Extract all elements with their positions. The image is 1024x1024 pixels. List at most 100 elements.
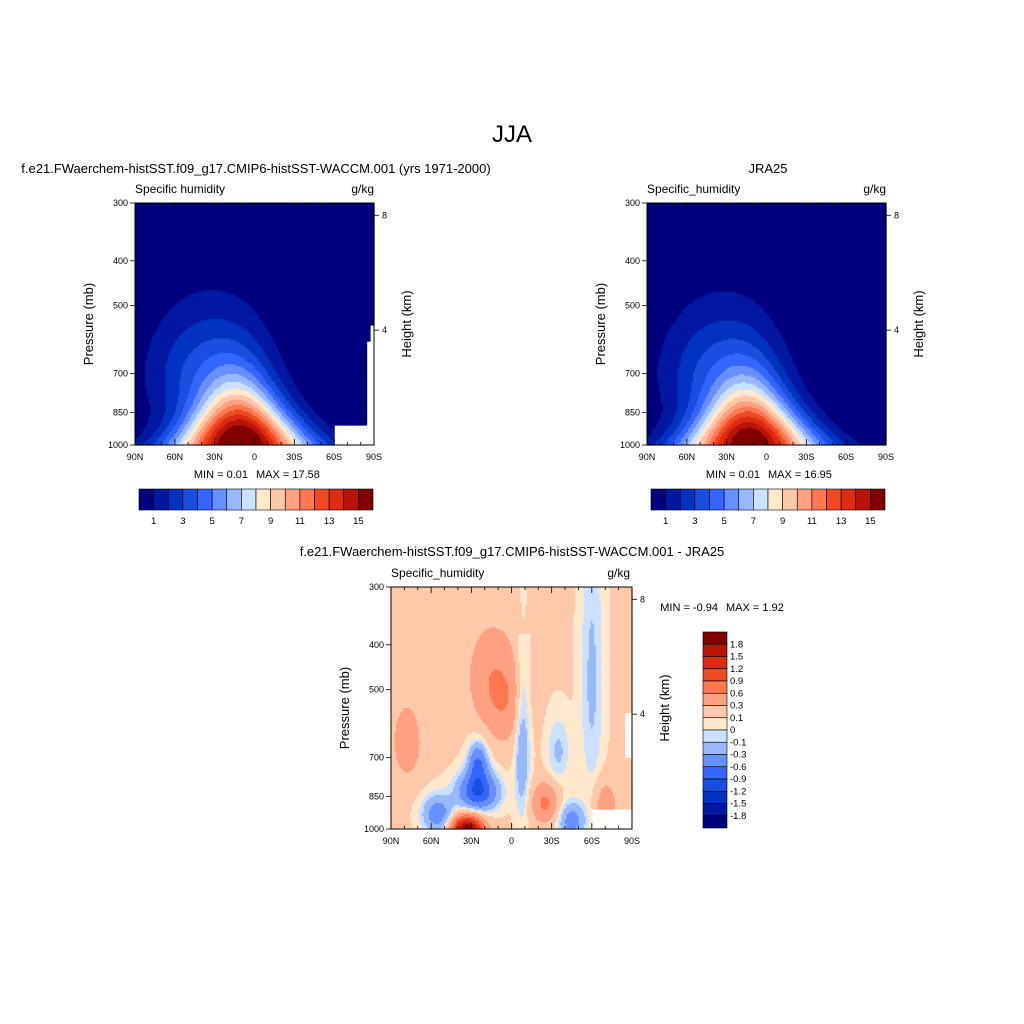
data-cell xyxy=(711,344,754,348)
data-cell xyxy=(766,404,774,407)
data-cell xyxy=(189,440,196,443)
data-cell xyxy=(609,604,633,607)
data-cell xyxy=(135,349,150,353)
data-cell xyxy=(778,415,785,419)
data-cell xyxy=(647,290,887,293)
data-cell xyxy=(169,441,175,444)
data-cell xyxy=(660,414,675,417)
data-cell xyxy=(278,349,368,353)
data-cell xyxy=(739,374,745,377)
data-cell xyxy=(391,683,471,687)
data-cell xyxy=(310,427,320,430)
data-cell xyxy=(509,643,519,646)
data-cell xyxy=(716,377,732,380)
data-cell xyxy=(452,777,459,780)
data-cell xyxy=(795,419,802,422)
data-cell xyxy=(232,293,375,296)
data-cell xyxy=(595,766,604,769)
data-cell xyxy=(489,680,507,683)
data-cell xyxy=(530,683,575,687)
data-cell xyxy=(658,362,681,365)
data-cell xyxy=(687,304,761,307)
data-cell xyxy=(319,443,329,446)
data-cell xyxy=(797,415,803,419)
data-cell xyxy=(530,654,575,657)
data-cell xyxy=(669,330,699,333)
data-cell xyxy=(494,782,501,785)
data-cell xyxy=(490,748,514,751)
data-cell xyxy=(647,238,887,241)
data-cell xyxy=(831,419,887,422)
data-cell xyxy=(549,737,568,740)
data-cell xyxy=(647,420,660,424)
data-cell xyxy=(601,632,611,635)
data-cell xyxy=(723,406,732,409)
data-cell xyxy=(508,693,518,696)
data-cell xyxy=(557,761,561,764)
data-cell xyxy=(285,365,368,369)
data-cell xyxy=(710,346,757,349)
data-cell xyxy=(587,682,597,685)
data-cell xyxy=(609,672,633,675)
data-cell xyxy=(756,378,768,382)
data-cell xyxy=(752,299,887,303)
data-cell xyxy=(609,728,626,732)
data-cell xyxy=(471,698,492,701)
data-cell xyxy=(549,759,557,762)
data-cell xyxy=(254,375,264,378)
data-cell xyxy=(482,762,488,766)
data-cell xyxy=(824,411,887,414)
data-cell xyxy=(788,390,798,393)
height-tick-label: 8 xyxy=(894,210,899,220)
data-cell xyxy=(281,412,286,415)
data-cell xyxy=(582,685,588,688)
data-cell xyxy=(473,783,483,787)
data-cell xyxy=(556,793,564,796)
data-cell xyxy=(206,414,213,417)
data-cell xyxy=(737,390,754,393)
data-cell xyxy=(686,306,762,309)
data-cell xyxy=(257,359,271,362)
data-cell xyxy=(754,369,768,372)
data-cell xyxy=(182,436,189,440)
data-cell xyxy=(394,749,420,753)
data-cell xyxy=(528,717,533,720)
data-cell xyxy=(391,624,575,627)
data-cell xyxy=(563,793,593,796)
data-cell xyxy=(759,372,769,375)
data-cell xyxy=(599,749,609,753)
data-cell xyxy=(298,438,305,441)
data-cell xyxy=(609,598,633,601)
data-cell xyxy=(222,409,235,412)
data-cell xyxy=(504,677,516,680)
data-cell xyxy=(257,343,276,346)
data-cell xyxy=(542,732,552,735)
data-cell xyxy=(751,325,776,328)
data-cell xyxy=(391,616,525,619)
data-cell xyxy=(607,785,633,788)
data-cell xyxy=(135,336,153,340)
data-cell xyxy=(471,696,492,699)
data-cell xyxy=(421,788,437,791)
data-cell xyxy=(775,412,781,415)
data-cell xyxy=(391,587,521,590)
data-cell xyxy=(568,756,587,759)
data-cell xyxy=(391,677,471,680)
data-cell xyxy=(582,630,590,633)
data-cell xyxy=(470,688,490,691)
data-cell xyxy=(135,214,375,217)
data-cell xyxy=(588,709,597,712)
data-cell xyxy=(198,420,203,424)
data-cell xyxy=(768,411,774,414)
data-cell xyxy=(290,433,297,436)
data-cell xyxy=(795,441,800,444)
data-cell xyxy=(391,719,399,722)
data-cell xyxy=(135,430,143,433)
data-cell xyxy=(604,785,609,788)
data-cell xyxy=(466,787,473,790)
data-cell xyxy=(781,388,790,391)
data-cell xyxy=(518,722,523,725)
data-cell xyxy=(187,422,192,425)
data-cell xyxy=(169,432,177,435)
data-cell xyxy=(703,414,710,417)
